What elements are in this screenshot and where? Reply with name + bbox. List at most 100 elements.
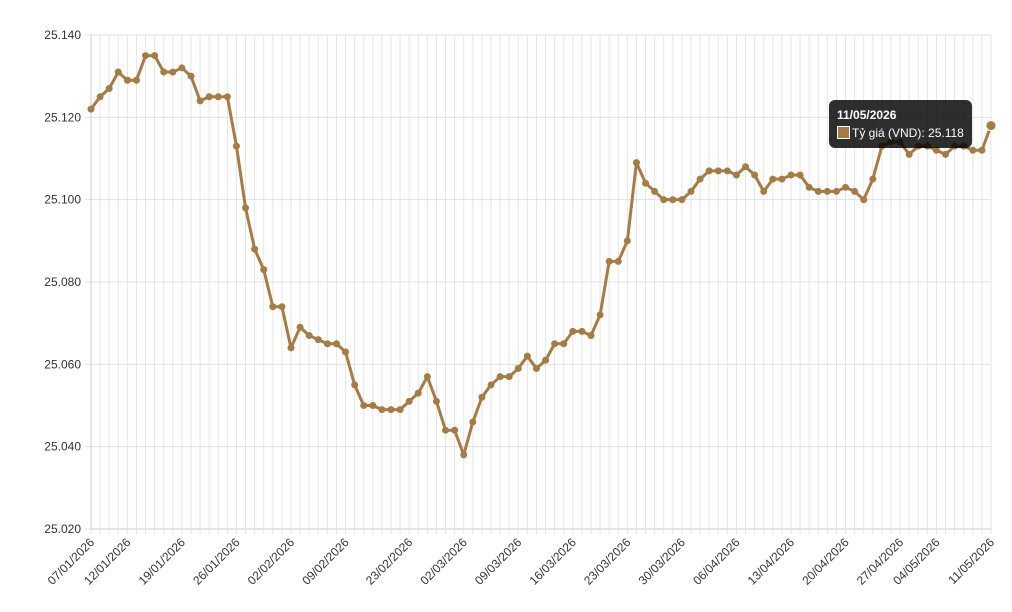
x-tick-label: 26/01/2026 [190, 535, 243, 588]
point [778, 175, 786, 183]
point [905, 150, 913, 158]
point [151, 52, 159, 60]
point [351, 381, 359, 389]
y-tick-label: 25.060 [44, 357, 81, 371]
y-tick-label: 25.080 [44, 275, 81, 289]
point [732, 171, 740, 179]
point [287, 344, 295, 352]
point [487, 381, 495, 389]
tooltip-title: 11/05/2026 [837, 108, 897, 122]
point [87, 105, 95, 113]
point [378, 406, 386, 414]
point [985, 120, 997, 132]
point [278, 303, 286, 311]
point [196, 97, 204, 105]
point [123, 76, 131, 84]
point [423, 373, 431, 381]
tooltip-body: Tỷ giá (VND): 25.118 [837, 124, 964, 142]
point [242, 204, 250, 212]
x-tick-label: 02/02/2026 [245, 535, 298, 588]
point [205, 93, 213, 101]
point [551, 340, 559, 348]
point [451, 426, 459, 434]
point [651, 187, 659, 195]
point [469, 418, 477, 426]
point [705, 167, 713, 175]
point [532, 364, 540, 372]
y-tick-label: 25.120 [44, 110, 81, 124]
point [605, 257, 613, 265]
point [714, 167, 722, 175]
point [851, 187, 859, 195]
point [869, 175, 877, 183]
point [232, 142, 240, 150]
point [314, 336, 322, 344]
point [805, 183, 813, 191]
point [405, 397, 413, 405]
x-tick-label: 23/02/2026 [363, 535, 416, 588]
x-tick-label: 09/03/2026 [472, 535, 525, 588]
point [178, 64, 186, 72]
point [723, 167, 731, 175]
x-tick-label: 30/03/2026 [636, 535, 689, 588]
point [742, 163, 750, 171]
x-tick-label: 23/03/2026 [581, 535, 634, 588]
point [142, 52, 150, 60]
x-tick-label: 02/03/2026 [417, 535, 470, 588]
point [669, 196, 677, 204]
point [642, 179, 650, 187]
point [932, 146, 940, 154]
point [187, 72, 195, 80]
point [460, 451, 468, 459]
point [769, 175, 777, 183]
tooltip-swatch [837, 126, 850, 139]
x-tick-label: 19/01/2026 [136, 535, 189, 588]
x-tick-label: 16/03/2026 [527, 535, 580, 588]
point [269, 303, 277, 311]
point [523, 352, 531, 360]
point [96, 93, 104, 101]
y-tick-label: 25.040 [44, 440, 81, 454]
point [478, 393, 486, 401]
point [132, 76, 140, 84]
x-tick-label: 11/05/2026 [945, 535, 997, 587]
point [432, 397, 440, 405]
point [305, 332, 313, 340]
tooltip: 11/05/2026 Tỷ giá (VND): 25.118 [829, 100, 972, 148]
point [114, 68, 122, 76]
point [369, 402, 377, 409]
point [323, 340, 331, 348]
point [587, 332, 595, 340]
point [542, 356, 550, 364]
point [332, 340, 340, 348]
point [687, 187, 695, 195]
point [632, 159, 640, 167]
point [760, 187, 768, 195]
tooltip-series: Tỷ giá (VND) [852, 126, 922, 140]
point [223, 93, 231, 101]
point [751, 171, 759, 179]
point [414, 389, 422, 397]
point [569, 327, 577, 335]
point [396, 406, 404, 414]
point [842, 183, 850, 191]
point [978, 146, 986, 154]
point [105, 85, 113, 93]
line [89, 54, 993, 457]
point [442, 426, 450, 434]
point [496, 373, 504, 381]
point [505, 373, 513, 381]
point [678, 196, 686, 204]
tooltip-value: 25.118 [928, 126, 964, 140]
point [514, 364, 522, 372]
point [814, 187, 822, 195]
point [623, 237, 631, 245]
point [260, 266, 268, 274]
point [387, 406, 395, 414]
y-tick-label: 25.020 [44, 522, 81, 536]
point [169, 68, 177, 76]
x-tick-label: 09/02/2026 [299, 535, 352, 588]
y-tick-label: 25.140 [44, 28, 81, 42]
point [160, 68, 168, 76]
